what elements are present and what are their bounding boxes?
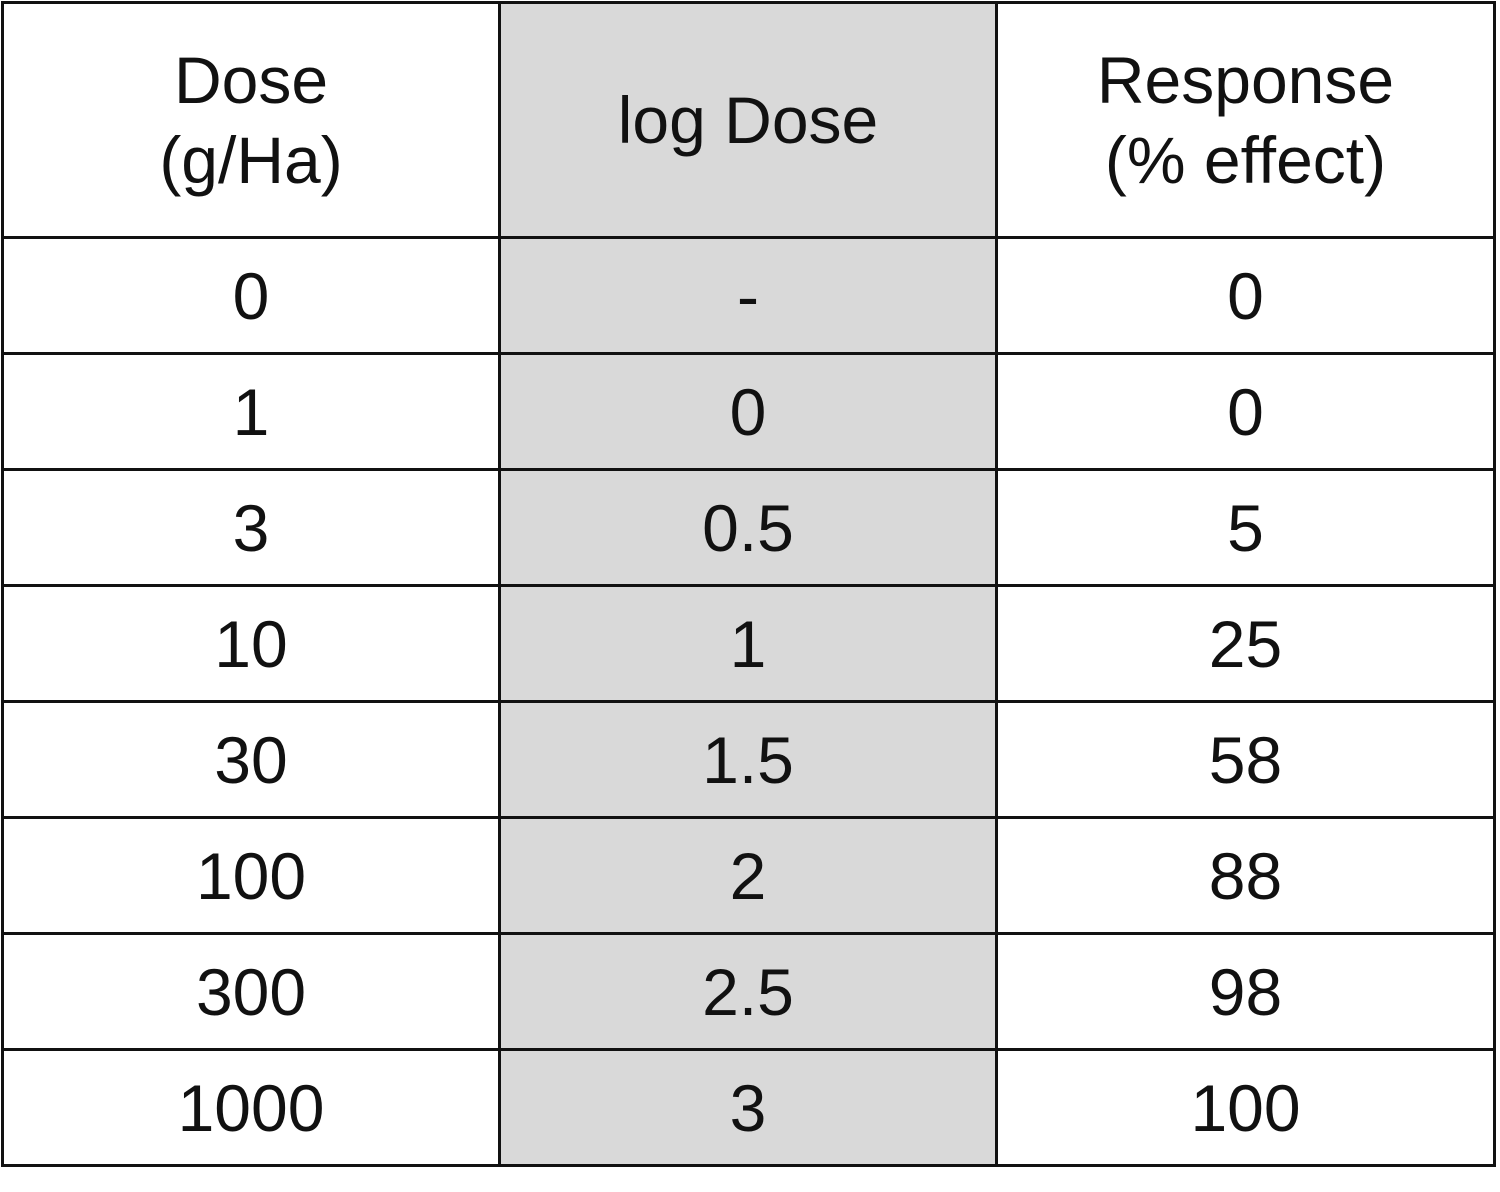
table-row: 3 0.5 5 — [1, 468, 1496, 587]
header-cell: log Dose — [498, 1, 998, 239]
table-cell: 300 — [1, 932, 501, 1051]
table-cell: 1 — [498, 584, 998, 703]
table-body: 0-0 1 0 0 3 0.5 5 10 1 25 30 1.5 58 100 2 88 300 2.5 98 100… — [1, 236, 1496, 1167]
table-cell: 98 — [995, 932, 1496, 1051]
header-text: (g/Ha) — [159, 123, 343, 197]
table-cell: 88 — [995, 816, 1496, 935]
header-text: (% effect) — [1104, 123, 1387, 197]
header-cell: Response (% effect) — [995, 1, 1496, 239]
header-text: log Dose — [617, 83, 879, 157]
header-row: Dose (g/Ha) log Dose Response (% effect) — [1, 1, 1496, 239]
table-cell: 0 — [995, 236, 1496, 355]
table-cell: - — [498, 236, 998, 355]
table-cell: 0 — [1, 236, 501, 355]
header-cell: Dose (g/Ha) — [1, 1, 501, 239]
header-text: Dose — [173, 43, 329, 117]
table-cell: 58 — [995, 700, 1496, 819]
table-cell: 100 — [995, 1048, 1496, 1167]
table-cell: 0 — [498, 352, 998, 471]
table-cell: 10 — [1, 584, 501, 703]
table-header: Dose (g/Ha) log Dose Response (% effect) — [1, 1, 1496, 239]
table-cell: 1000 — [1, 1048, 501, 1167]
table-cell: 3 — [1, 468, 501, 587]
table-row: 1000 3 100 — [1, 1048, 1496, 1167]
table-cell: 0.5 — [498, 468, 998, 587]
table-cell: 0 — [995, 352, 1496, 471]
table-cell: 1 — [1, 352, 501, 471]
table-cell: 5 — [995, 468, 1496, 587]
table-row: 0-0 — [1, 236, 1496, 355]
dose-response-table: Dose (g/Ha) log Dose Response (% effect) 0-0… — [1, 1, 1496, 1167]
table-cell: 100 — [1, 816, 501, 935]
header-text: Response — [1096, 43, 1395, 117]
table-row: 30 1.5 58 — [1, 700, 1496, 819]
table-row: 100 2 88 — [1, 816, 1496, 935]
table-cell: 2 — [498, 816, 998, 935]
table-cell: 25 — [995, 584, 1496, 703]
table-row: 10 1 25 — [1, 584, 1496, 703]
table-cell: 2.5 — [498, 932, 998, 1051]
table-cell: 1.5 — [498, 700, 998, 819]
table-row: 300 2.5 98 — [1, 932, 1496, 1051]
table-cell: 3 — [498, 1048, 998, 1167]
table-cell: 30 — [1, 700, 501, 819]
